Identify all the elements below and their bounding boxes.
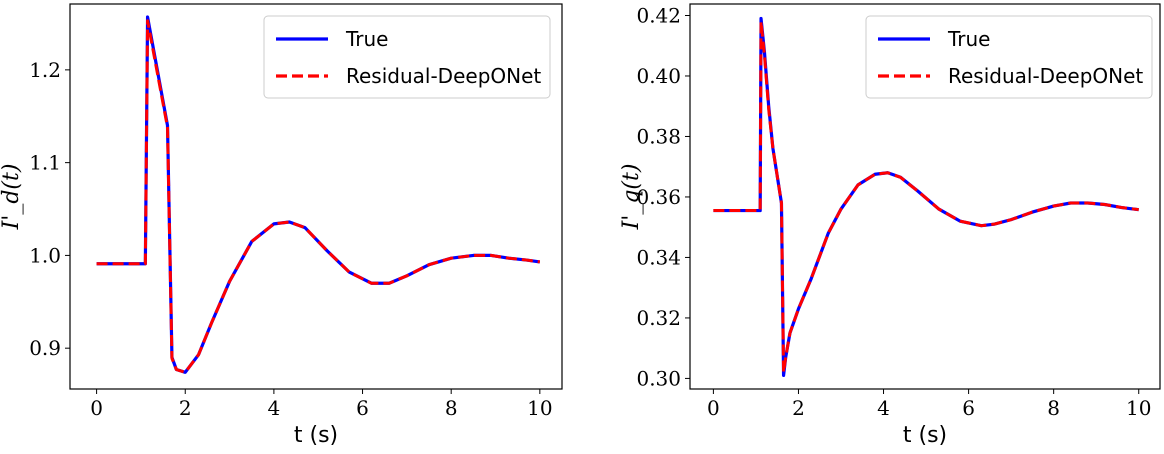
y-tick-label: 0.36 [636,185,681,209]
legend-label-residual-deeponet: Residual-DeepONet [948,64,1143,88]
chart-panel-2: 0 2 4 6 8 10 0.30 0.32 0.34 0.36 0.38 0.40 0.42 t (s)… [619,3,1161,448]
y-tick-label: 0.42 [636,3,681,27]
y-tick-label: 0.32 [636,306,681,330]
x-tick-label: 4 [877,396,890,420]
y-axis-label: I'_q(t) [619,164,644,231]
y-tick-label: 0.40 [636,64,681,88]
legend-label-true: True [947,27,990,51]
y-tick-label: 0.34 [636,245,681,269]
x-tick-label: 8 [1047,396,1060,420]
y-tick-label: 1.0 [29,243,61,267]
x-tick-label: 0 [707,396,720,420]
legend: True Residual-DeepONet [263,15,551,99]
x-tick-label: 2 [179,396,192,420]
y-tick-label: 0.38 [636,124,681,148]
x-tick-label: 10 [1126,396,1151,420]
legend-label-residual-deeponet: Residual-DeepONet [346,64,541,88]
x-tick-label: 0 [90,396,103,420]
y-axis-label: I'_d(t) [0,164,24,231]
y-tick-label: 1.2 [29,58,61,82]
legend-frame [263,15,551,99]
legend-label-true: True [345,27,388,51]
chart-panel-1: 0 2 4 6 8 10 0.9 1.0 1.1 1.2 t (s) I'_d(t) True Resid… [0,3,563,448]
series-line-residual-deeponet [713,20,1139,374]
x-tick-label: 6 [962,396,975,420]
series-line-residual-deeponet [96,19,541,374]
legend: True Residual-DeepONet [865,15,1153,99]
x-tick-label: 2 [792,396,805,420]
legend-frame [865,15,1153,99]
x-tick-label: 4 [268,396,281,420]
x-axis-label: t (s) [903,423,947,448]
y-tick-label: 0.9 [29,336,61,360]
y-tick-label: 1.1 [29,151,61,175]
x-tick-label: 8 [445,396,458,420]
x-tick-label: 10 [527,396,552,420]
y-tick-label: 0.30 [636,366,681,390]
x-tick-label: 6 [356,396,369,420]
axes-frame [69,3,563,390]
x-axis-label: t (s) [294,423,338,448]
